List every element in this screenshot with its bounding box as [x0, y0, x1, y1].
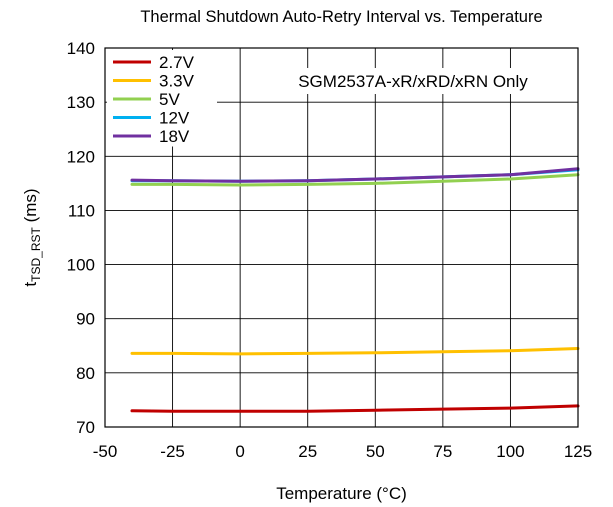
series-lines — [130, 167, 580, 413]
y-tick-label: 140 — [67, 39, 95, 58]
x-tick-labels: -50 -25 0 25 50 75 100 125 — [93, 442, 592, 461]
y-tick-label: 70 — [76, 418, 95, 437]
x-tick-label: -50 — [93, 442, 118, 461]
annotation-background — [264, 68, 562, 94]
x-axis-title: Temperature (°C) — [276, 484, 407, 503]
x-tick-label: 50 — [366, 442, 385, 461]
y-axis-title-main: t — [21, 282, 40, 287]
y-tick-label: 120 — [67, 147, 95, 166]
x-tick-label: 100 — [496, 442, 524, 461]
x-tick-label: -25 — [160, 442, 185, 461]
y-tick-label: 100 — [67, 256, 95, 275]
series-line-3-3v — [130, 347, 580, 356]
y-axis-title-subscript: TSD_RST — [29, 226, 43, 281]
x-tick-label: 125 — [564, 442, 592, 461]
y-tick-label: 110 — [68, 201, 95, 220]
series-line-2-7v — [130, 404, 580, 413]
y-tick-label: 90 — [76, 310, 95, 329]
legend-label: 3.3V — [159, 72, 195, 91]
plot-frame — [104, 47, 579, 428]
legend-label: 2.7V — [159, 53, 195, 72]
legend-label: 18V — [159, 127, 190, 146]
x-tick-label: 25 — [298, 442, 317, 461]
legend-label: 12V — [159, 109, 190, 128]
annotation-text: SGM2537A-xR/xRD/xRN Only — [298, 72, 528, 91]
x-tick-label: 0 — [235, 442, 244, 461]
y-tick-label: 80 — [76, 364, 95, 383]
y-tick-labels: 70 80 90 100 110 120 130 140 — [67, 39, 95, 437]
y-axis-title-unit: (ms) — [21, 188, 40, 227]
x-tick-label: 75 — [433, 442, 452, 461]
y-axis-title: tTSD_RST (ms) — [21, 188, 43, 286]
series-line-18v — [130, 167, 580, 183]
series-line-5v — [130, 173, 580, 187]
legend-label: 5V — [159, 90, 180, 109]
chart-title: Thermal Shutdown Auto-Retry Interval vs.… — [140, 8, 543, 26]
y-tick-label: 130 — [67, 93, 95, 112]
